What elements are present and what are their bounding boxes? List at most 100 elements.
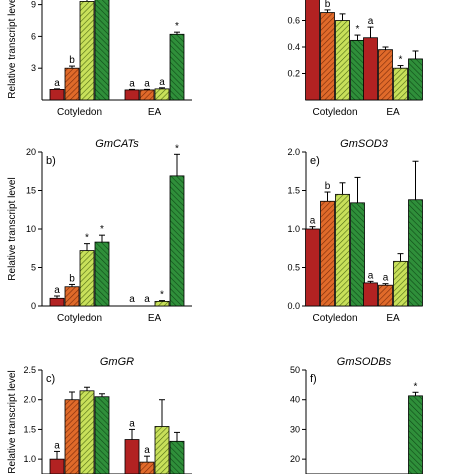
- significance-label: a: [159, 77, 165, 88]
- bar: [79, 390, 95, 474]
- significance-label: a: [368, 270, 374, 281]
- bar: [335, 20, 350, 101]
- x-category-label: Cotyledon: [312, 313, 357, 324]
- y-tick-label: 0.2: [287, 69, 300, 79]
- y-tick-label: 20: [26, 147, 36, 157]
- y-tick-label: 1.5: [23, 424, 36, 434]
- y-tick-label: 5: [31, 263, 36, 273]
- x-category-label: Cotyledon: [57, 313, 102, 324]
- bar: [139, 461, 155, 474]
- bar: [124, 439, 140, 474]
- significance-label: *: [356, 24, 360, 35]
- y-tick-label: 2.5: [23, 365, 36, 375]
- significance-label: a: [129, 78, 135, 89]
- bar: [305, 0, 320, 101]
- bar: [378, 284, 393, 307]
- panel-label: f): [310, 373, 317, 385]
- significance-label: *: [160, 290, 164, 301]
- significance-label: *: [414, 381, 418, 392]
- panel-label: b): [46, 155, 56, 167]
- bar: [139, 89, 155, 101]
- y-tick-label: 0.0: [287, 301, 300, 311]
- y-tick-label: 0.4: [287, 42, 300, 52]
- significance-label: *: [175, 143, 179, 154]
- chart-title: GmSODBs: [337, 356, 392, 368]
- significance-label: a: [144, 78, 150, 89]
- bar: [378, 49, 393, 101]
- y-tick-label: 20: [290, 454, 300, 464]
- bar: [94, 241, 110, 307]
- y-tick-label: 1.5: [287, 186, 300, 196]
- panel-label: c): [46, 373, 55, 385]
- bar: [79, 1, 95, 101]
- chart-panel-2: 0.2 0.4 0.6 Cotyledon b * EA a *: [287, 0, 423, 118]
- y-tick-label: 2.0: [287, 147, 300, 157]
- significance-label: a: [383, 273, 389, 284]
- bar: [64, 286, 80, 307]
- bar: [49, 297, 65, 307]
- bar: [408, 395, 423, 474]
- x-category-label: EA: [386, 313, 400, 324]
- y-tick-label: 1.0: [287, 224, 300, 234]
- y-axis-label: Relative transcript level: [7, 177, 18, 280]
- y-tick-label: 50: [290, 365, 300, 375]
- significance-label: a: [144, 445, 150, 456]
- y-tick-label: 15: [26, 186, 36, 196]
- significance-label: *: [175, 21, 179, 32]
- bar: [335, 193, 350, 307]
- significance-label: b: [325, 0, 331, 10]
- x-category-label: Cotyledon: [312, 107, 357, 118]
- y-tick-label: 2.0: [23, 395, 36, 405]
- bar: [169, 175, 185, 307]
- x-category-label: EA: [148, 313, 162, 324]
- bar: [169, 33, 185, 101]
- significance-label: a: [54, 78, 60, 89]
- bar: [393, 260, 408, 307]
- bar: [154, 426, 170, 474]
- x-category-label: Cotyledon: [57, 107, 102, 118]
- y-tick-label: 3: [31, 63, 36, 73]
- bar: [363, 282, 378, 307]
- y-tick-label: 0.6: [287, 16, 300, 26]
- y-axis-label: Relative transcript level: [7, 0, 18, 99]
- significance-label: *: [100, 224, 104, 235]
- y-tick-label: 30: [290, 424, 300, 434]
- significance-label: a: [129, 418, 135, 429]
- significance-label: a: [54, 440, 60, 451]
- bar: [169, 440, 185, 474]
- significance-label: a: [368, 16, 374, 27]
- significance-label: b: [69, 55, 75, 66]
- significance-label: b: [69, 273, 75, 284]
- chart-title: GmSOD3: [340, 138, 389, 150]
- y-tick-label: 10: [26, 224, 36, 234]
- bar: [94, 0, 110, 101]
- bar: [320, 200, 335, 307]
- bar: [79, 250, 95, 307]
- x-category-label: EA: [148, 107, 162, 118]
- y-tick-label: 6: [31, 31, 36, 41]
- bar: [124, 89, 140, 101]
- bar: [350, 202, 365, 307]
- chart-panel-6: 20 30 40 50 * f) GmSODBs: [290, 356, 423, 474]
- panel-label: e): [310, 155, 320, 167]
- chart-title: GmCATs: [95, 138, 139, 150]
- bar: [64, 399, 80, 474]
- y-tick-label: 0.5: [287, 263, 300, 273]
- bar: [408, 58, 423, 101]
- chart-panel-5: 1.0 1.5 2.0 2.5 a a a c) GmGR Relative transcript…: [7, 356, 192, 474]
- x-category-label: EA: [386, 107, 400, 118]
- bar: [305, 228, 320, 307]
- bar: [393, 67, 408, 101]
- bar: [94, 396, 110, 474]
- bar: [49, 89, 65, 101]
- bar: [350, 39, 365, 101]
- significance-label: *: [85, 233, 89, 244]
- significance-label: a: [54, 285, 60, 296]
- bar: [64, 67, 80, 101]
- bar: [320, 12, 335, 101]
- significance-label: a: [129, 294, 135, 305]
- y-axis-label: Relative transcript level: [7, 370, 18, 473]
